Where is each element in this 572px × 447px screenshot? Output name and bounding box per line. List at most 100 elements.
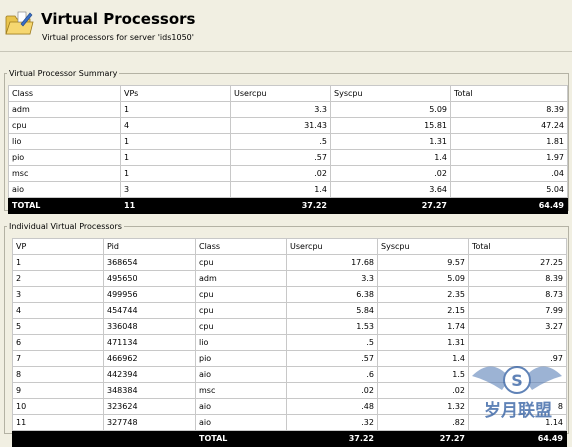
individual-cell: 8.39 (468, 270, 567, 287)
individual-cell: msc (195, 382, 287, 399)
summary-cell: VPs (120, 85, 231, 102)
summary-cell: 1.97 (450, 149, 568, 166)
individual-cell: 1.4 (377, 350, 469, 367)
summary-cell: 5.04 (450, 181, 568, 198)
summary-cell: 1.31 (330, 133, 451, 150)
summary-cell: aio (8, 181, 121, 198)
individual-total-row: TOTAL 37.22 27.27 64.49 (12, 430, 567, 447)
individual-cell: Syscpu (377, 238, 469, 255)
individual-cell: 5.09 (377, 270, 469, 287)
individual-cell: 1.5 (377, 366, 469, 383)
summary-row: cpu 4 31.43 15.81 47.24 (8, 117, 568, 134)
summary-cell: 11 (120, 197, 231, 214)
individual-cell: 368654 (103, 254, 196, 271)
summary-row: aio 3 1.4 3.64 5.04 (8, 181, 568, 198)
individual-cell: 327748 (103, 414, 196, 431)
individual-cell: 7.99 (468, 302, 567, 319)
watermark-text: 岁月联盟 (484, 400, 552, 421)
individual-cell (103, 430, 196, 447)
header-divider (0, 51, 572, 52)
summary-cell: 1.4 (330, 149, 451, 166)
summary-cell: 1 (120, 101, 231, 118)
summary-cell: 1.4 (230, 181, 331, 198)
summary-cell: .02 (330, 165, 451, 182)
individual-cell: .82 (377, 414, 469, 431)
individual-cell: aio (195, 366, 287, 383)
individual-cell: cpu (195, 254, 287, 271)
individual-cell: 336048 (103, 318, 196, 335)
summary-cell: .02 (230, 165, 331, 182)
individual-header-row: VP Pid Class Usercpu Syscpu Total (12, 238, 567, 255)
individual-cell (12, 430, 104, 447)
individual-cell: 348384 (103, 382, 196, 399)
individual-cell: pio (195, 350, 287, 367)
individual-row: 4 454744 cpu 5.84 2.15 7.99 (12, 302, 567, 319)
individual-cell: cpu (195, 318, 287, 335)
summary-legend: Virtual Processor Summary (9, 69, 118, 78)
individual-cell: 37.22 (286, 430, 378, 447)
individual-cell: 499956 (103, 286, 196, 303)
summary-cell: lio (8, 133, 121, 150)
individual-row: 3 499956 cpu 6.38 2.35 8.73 (12, 286, 567, 303)
individual-cell: aio (195, 398, 287, 415)
individual-cell: cpu (195, 302, 287, 319)
summary-cell: .5 (230, 133, 331, 150)
summary-cell: 1 (120, 149, 231, 166)
summary-cell: Syscpu (330, 85, 451, 102)
summary-cell: 1 (120, 165, 231, 182)
summary-cell: 4 (120, 117, 231, 134)
summary-cell: 15.81 (330, 117, 451, 134)
summary-row: msc 1.02.02.04 (8, 165, 568, 182)
individual-cell: adm (195, 270, 287, 287)
summary-row: adm 1 3.3 5.09 8.39 (8, 101, 568, 118)
summary-cell: Class (8, 85, 121, 102)
individual-cell: .6 (286, 366, 378, 383)
page-subtitle: Virtual processors for server 'ids1050' (42, 33, 194, 42)
individual-cell: aio (195, 414, 287, 431)
individual-cell: 64.49 (468, 430, 567, 447)
individual-cell: 8.73 (468, 286, 567, 303)
summary-cell: msc (8, 165, 121, 182)
individual-cell: .32 (286, 414, 378, 431)
individual-cell: 495650 (103, 270, 196, 287)
individual-cell: .02 (377, 382, 469, 399)
individual-cell: Total (468, 238, 567, 255)
individual-row: 11 327748 aio .32.82 1.14 (12, 414, 567, 431)
summary-cell: Usercpu (230, 85, 331, 102)
individual-cell: 9 (12, 382, 104, 399)
individual-cell: 471134 (103, 334, 196, 351)
individual-cell: 1.31 (377, 334, 469, 351)
svg-text:S: S (511, 371, 523, 390)
individual-cell: TOTAL (195, 430, 287, 447)
individual-cell: 27.27 (377, 430, 469, 447)
individual-legend: Individual Virtual Processors (9, 222, 122, 231)
page-title: Virtual Processors (41, 10, 196, 28)
summary-row: lio 1.5 1.31 1.81 (8, 133, 568, 150)
individual-cell: 10 (12, 398, 104, 415)
summary-cell: Total (450, 85, 568, 102)
individual-cell: .57 (286, 350, 378, 367)
individual-cell: VP (12, 238, 104, 255)
summary-cell: 47.24 (450, 117, 568, 134)
individual-cell: 6 (12, 334, 104, 351)
individual-cell: 1.53 (286, 318, 378, 335)
individual-cell: 3 (12, 286, 104, 303)
individual-cell: 9.57 (377, 254, 469, 271)
individual-cell: 6.38 (286, 286, 378, 303)
individual-row: 1 368654 cpu 17.68 9.57 27.25 (12, 254, 567, 271)
summary-cell: 31.43 (230, 117, 331, 134)
individual-cell: .02 (286, 382, 378, 399)
summary-total-row: TOTAL 11 37.22 27.27 64.49 (8, 197, 568, 214)
individual-cell: .48 (286, 398, 378, 415)
individual-cell: Pid (103, 238, 196, 255)
summary-cell: 27.27 (330, 197, 451, 214)
individual-cell: .5 (286, 334, 378, 351)
individual-cell: 2 (12, 270, 104, 287)
individual-cell: 2.15 (377, 302, 469, 319)
summary-table: Class VPs Usercpu Syscpu Total adm 1 3.3 5.09 8.3… (8, 85, 568, 214)
summary-row: pio 1.57 1.4 1.97 (8, 149, 568, 166)
summary-cell: 37.22 (230, 197, 331, 214)
individual-cell: 1.32 (377, 398, 469, 415)
individual-cell: 8 (12, 366, 104, 383)
summary-cell: .04 (450, 165, 568, 182)
